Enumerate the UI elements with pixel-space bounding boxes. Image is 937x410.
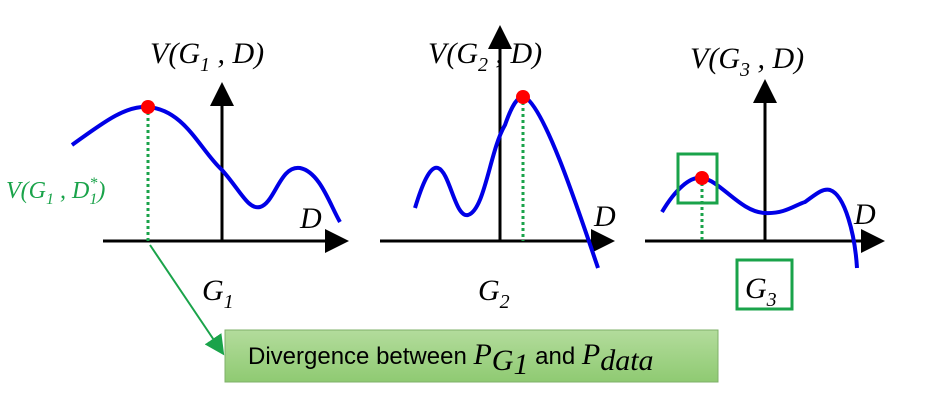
gen-part: G [478,274,500,307]
div-part: and [528,343,581,370]
opt-part: , D [54,178,89,204]
panel-2: V(G2 , D) D G2 [380,25,616,313]
gen-sub: 2 [500,291,510,313]
gen-sub: 1 [224,291,234,313]
curve [413,94,600,269]
title-part: , D) [750,42,804,75]
generator-box [735,258,794,311]
max-point [695,171,709,185]
div-math: P [581,338,600,371]
generator-label: G3 [745,272,777,311]
div-subsub: 1 [513,348,528,381]
div-part: Divergence between [248,343,473,370]
gen-part: G [745,272,767,305]
panel-1: V(G1 , D) D G1 V(G1 , D* 1) [6,37,349,356]
arrow [149,244,225,356]
gen-part: G [202,274,224,307]
title-sub: 1 [200,54,210,76]
max-point [516,90,530,104]
axis-label: D [593,200,616,233]
div-sub: G [492,344,514,377]
highlight-box [676,152,719,205]
panel-3: V(G3 , D) D G3 [645,42,885,311]
panel-title: V(G1 , D) [150,37,264,76]
title-sub: 2 [478,54,488,76]
generator-label: G2 [478,274,510,313]
axis-label: D [853,198,876,231]
divergence-text: Divergence between PG1 and Pdata [248,338,654,381]
max-point [141,100,155,114]
axis-label: D [299,202,322,235]
generator-label: G1 [202,274,234,313]
title-sub: 3 [739,59,750,81]
div-math: P [472,338,491,371]
panel-title: V(G2 , D) [428,37,542,76]
curve [660,175,859,269]
title-part: V(G [150,37,200,70]
opt-part: V(G [6,178,46,204]
curve [70,104,342,224]
title-part: , D) [210,37,264,70]
opt-sub: 1 [89,191,97,208]
title-part: V(G [428,37,478,70]
panel-title: V(G3 , D) [690,42,804,81]
divergence-box [224,329,719,383]
opt-sub: 1 [46,191,54,208]
optimum-label: V(G1 , D* 1) [6,175,105,208]
opt-sup: * [89,175,97,192]
gen-sub: 3 [766,289,777,311]
div-sub: data [600,344,653,377]
title-part: V(G [690,42,740,75]
opt-part: ) [95,178,105,204]
title-part: , D) [488,37,542,70]
